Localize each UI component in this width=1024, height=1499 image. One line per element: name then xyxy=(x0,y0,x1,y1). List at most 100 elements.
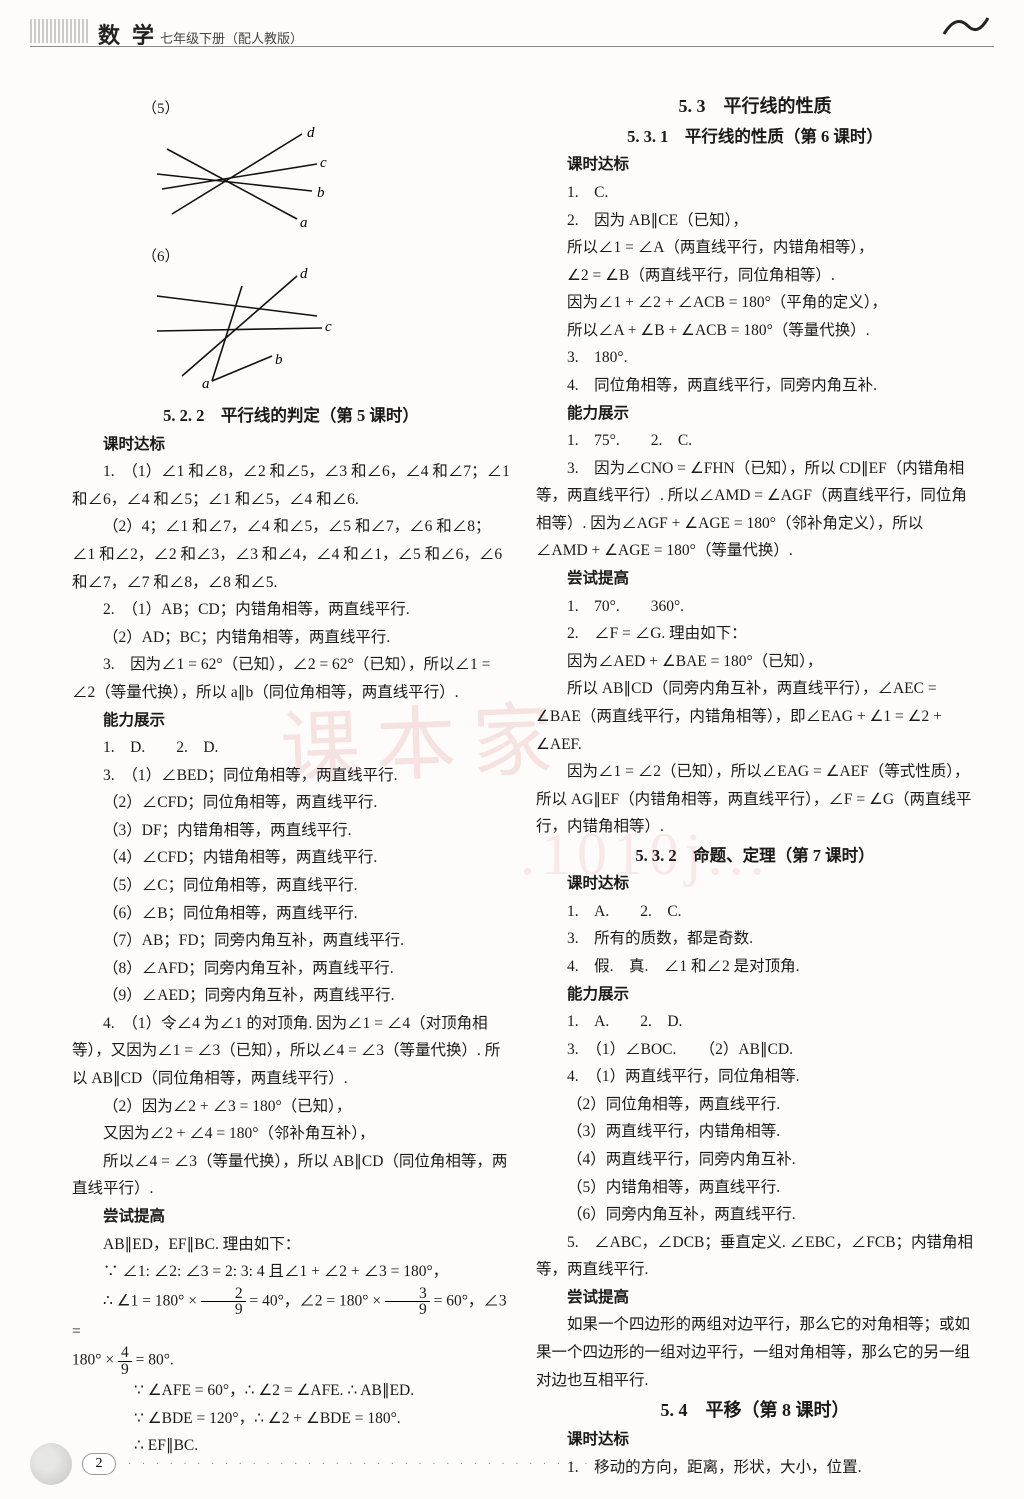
r-p17: 3. 所有的质数，都是奇数. xyxy=(536,925,974,953)
l-p6: 1. D. 2. D. xyxy=(72,734,510,762)
l-p9: （3）DF；内错角相等，两直线平行. xyxy=(72,817,510,845)
l-p21: ∵ ∠1: ∠2: ∠3 = 2: 3: 4 且∠1 + ∠2 + ∠3 = 1… xyxy=(72,1258,510,1286)
content-columns: （5） d c b a （6） xyxy=(72,90,974,1439)
label-c2: c xyxy=(325,319,332,335)
geometry-figure-5: d c b a xyxy=(142,119,342,234)
left-column: （5） d c b a （6） xyxy=(72,90,510,1439)
l-p22a: ∴ ∠1 = 180° × xyxy=(103,1292,201,1309)
l-p24: ∵ ∠AFE = 60°，∴ ∠2 = ∠AFE. ∴ AB∥ED. xyxy=(72,1377,510,1405)
section-5-2-2-title: 5. 2. 2 平行线的判定（第 5 课时） xyxy=(72,401,510,430)
frac3-den: 9 xyxy=(118,1362,132,1378)
r-p6: 所以∠A + ∠B + ∠ACB = 180°（等量代换）. xyxy=(536,317,974,345)
l-p20: AB∥ED，EF∥BC. 理由如下： xyxy=(72,1231,510,1259)
barcode-deco xyxy=(30,19,90,43)
r-p18: 4. 假. 真. ∠1 和∠2 是对顶角. xyxy=(536,953,974,981)
l-p1: 1. （1）∠1 和∠8，∠2 和∠5，∠3 和∠6，∠4 和∠7；∠1 和∠6… xyxy=(72,458,510,513)
r-p13: 因为∠AED + ∠BAE = 180°（已知）， xyxy=(536,648,974,676)
l-p14: （8）∠AFD；同旁内角互补，两直线平行. xyxy=(72,955,510,983)
r-p14: 所以 AB∥CD（同旁内角互补，两直线平行），∠AEC = ∠BAE（两直线平行… xyxy=(536,675,974,758)
page-root: 数学 七年级下册（配人教版） 课本家 .1010j... （5） d c b a xyxy=(0,0,1024,1499)
heading-changshi-l: 尝试提高 xyxy=(72,1203,510,1231)
r-p19: 1. A. 2. D. xyxy=(536,1008,974,1036)
frac1-num: 2 xyxy=(201,1286,246,1303)
frac3-num: 4 xyxy=(118,1345,132,1362)
page-footer: 2 · · · · · · · · · · · · · · · · · · · … xyxy=(30,1443,608,1485)
l-p7: 3. （1）∠BED；同位角相等，两直线平行. xyxy=(72,762,510,790)
corner-logo-icon xyxy=(942,12,990,38)
r-p24: （4）两直线平行，同旁内角互补. xyxy=(536,1146,974,1174)
r-p16: 1. A. 2. C. xyxy=(536,898,974,926)
l-p23: 180° × 4 9 = 80°. xyxy=(72,1345,510,1377)
r-p9: 1. 75°. 2. C. xyxy=(536,427,974,455)
heading-keshi-r2: 课时达标 xyxy=(536,870,974,898)
heading-keshi-l: 课时达标 xyxy=(72,431,510,459)
l-p22: ∴ ∠1 = 180° × 2 9 = 40°，∠2 = 180° × 3 9 … xyxy=(72,1286,510,1346)
section-5-4-title: 5. 4 平移（第 8 课时） xyxy=(536,1394,974,1426)
l-p16: 4. （1）令∠4 为∠1 的对顶角. 因为∠1 = ∠4（对顶角相等），又因为… xyxy=(72,1010,510,1093)
r-p25: （5）内错角相等，两直线平行. xyxy=(536,1174,974,1202)
r-p20: 3. （1）∠BOC. （2）AB∥CD. xyxy=(536,1036,974,1064)
frac2-den: 9 xyxy=(385,1302,430,1318)
l-p22b: = 40°，∠2 = 180° × xyxy=(249,1292,385,1309)
heading-nengli-r2: 能力展示 xyxy=(536,981,974,1009)
l-p4: （2）AD；BC；内错角相等，两直线平行. xyxy=(72,624,510,652)
l-p17: （2）因为∠2 + ∠3 = 180°（已知）， xyxy=(72,1093,510,1121)
frac1-den: 9 xyxy=(201,1302,246,1318)
section-5-3-2-title: 5. 3. 2 命题、定理（第 7 课时） xyxy=(536,841,974,870)
footer-logo-icon xyxy=(30,1443,72,1485)
label-c: c xyxy=(320,155,327,171)
l-p2: （2）4；∠1 和∠7，∠4 和∠5，∠5 和∠7，∠6 和∠8；∠1 和∠2，… xyxy=(72,513,510,596)
l-p13: （7）AB；FD；同旁内角互补，两直线平行. xyxy=(72,927,510,955)
heading-nengli-l: 能力展示 xyxy=(72,707,510,735)
l-p3: 2. （1）AB；CD；内错角相等，两直线平行. xyxy=(72,596,510,624)
right-column: 5. 3 平行线的性质 5. 3. 1 平行线的性质（第 6 课时） 课时达标 … xyxy=(536,90,974,1439)
footer-dots: · · · · · · · · · · · · · · · · · · · · … xyxy=(128,1459,608,1470)
l-p18: 又因为∠2 + ∠4 = 180°（邻补角互补）， xyxy=(72,1120,510,1148)
l-p11: （5）∠C；同位角相等，两直线平行. xyxy=(72,872,510,900)
r-p21: 4. （1）两直线平行，同位角相等. xyxy=(536,1063,974,1091)
l-p10: （4）∠CFD；内错角相等，两直线平行. xyxy=(72,844,510,872)
heading-keshi-r1: 课时达标 xyxy=(536,151,974,179)
page-number: 2 xyxy=(82,1453,116,1475)
l-p23b: = 80°. xyxy=(136,1352,174,1369)
heading-changshi-r1: 尝试提高 xyxy=(536,565,974,593)
l-p25: ∵ ∠BDE = 120°，∴ ∠2 + ∠BDE = 180°. xyxy=(72,1405,510,1433)
r-p11: 1. 70°. 360°. xyxy=(536,593,974,621)
r-p10: 3. 因为∠CNO = ∠FHN（已知），所以 CD∥EF（内错角相等，两直线平… xyxy=(536,455,974,565)
r-p3: 所以∠1 = ∠A（两直线平行，内错角相等）， xyxy=(536,234,974,262)
l-p8: （2）∠CFD；同位角相等，两直线平行. xyxy=(72,789,510,817)
section-5-3-title: 5. 3 平行线的性质 xyxy=(536,90,974,122)
grade-label: 七年级下册（配人教版） xyxy=(160,28,303,47)
r-p27: 5. ∠ABC，∠DCB；垂直定义. ∠EBC，∠FCB；内错角相等，两直线平行… xyxy=(536,1229,974,1284)
l-p19: 所以∠4 = ∠3（等量代换），所以 AB∥CD（同位角相等，两直线平行）. xyxy=(72,1148,510,1203)
r-p1: 1. C. xyxy=(536,179,974,207)
r-p23: （3）两直线平行，内错角相等. xyxy=(536,1118,974,1146)
r-p22: （2）同位角相等，两直线平行. xyxy=(536,1091,974,1119)
geometry-figure-6: d c b a xyxy=(142,266,342,391)
label-d: d xyxy=(307,125,315,141)
r-p4: ∠2 = ∠B（两直线平行，同位角相等）. xyxy=(536,262,974,290)
r-p2: 2. 因为 AB∥CE（已知）， xyxy=(536,207,974,235)
r-p5: 因为∠1 + ∠2 + ∠ACB = 180°（平角的定义）， xyxy=(536,289,974,317)
label-b2: b xyxy=(275,352,283,368)
l-p23a: 180° × xyxy=(72,1352,118,1369)
l-p15: （9）∠AED；同旁内角互补，两直线平行. xyxy=(72,982,510,1010)
l-p5: 3. 因为∠1 = 62°（已知），∠2 = 62°（已知），所以∠1 = ∠2… xyxy=(72,651,510,706)
diagram-6: （6） d c b a xyxy=(142,244,510,392)
diagram-5: （5） d c b a xyxy=(142,96,510,234)
heading-changshi-r2: 尝试提高 xyxy=(536,1284,974,1312)
r-p26: （6）同旁内角互补，两直线平行. xyxy=(536,1201,974,1229)
heading-nengli-r1: 能力展示 xyxy=(536,400,974,428)
r-p12: 2. ∠F = ∠G. 理由如下： xyxy=(536,620,974,648)
l-p12: （6）∠B；同位角相等，两直线平行. xyxy=(72,900,510,928)
header-rule xyxy=(30,46,994,47)
r-p8: 4. 同位角相等，两直线平行，同旁内角互补. xyxy=(536,372,974,400)
label-a: a xyxy=(300,215,308,231)
r-p15: 因为∠1 = ∠2（已知），所以∠EAG = ∠AEF（等式性质），所以 AG∥… xyxy=(536,758,974,841)
label-a2: a xyxy=(202,376,210,391)
section-5-3-1-title: 5. 3. 1 平行线的性质（第 6 课时） xyxy=(536,122,974,151)
label-d2: d xyxy=(300,266,308,282)
label-b: b xyxy=(317,185,325,201)
r-p28: 如果一个四边形的两组对边平行，那么它的对角相等；或如果一个四边形的一组对边平行，… xyxy=(536,1311,974,1394)
frac2-num: 3 xyxy=(385,1286,430,1303)
